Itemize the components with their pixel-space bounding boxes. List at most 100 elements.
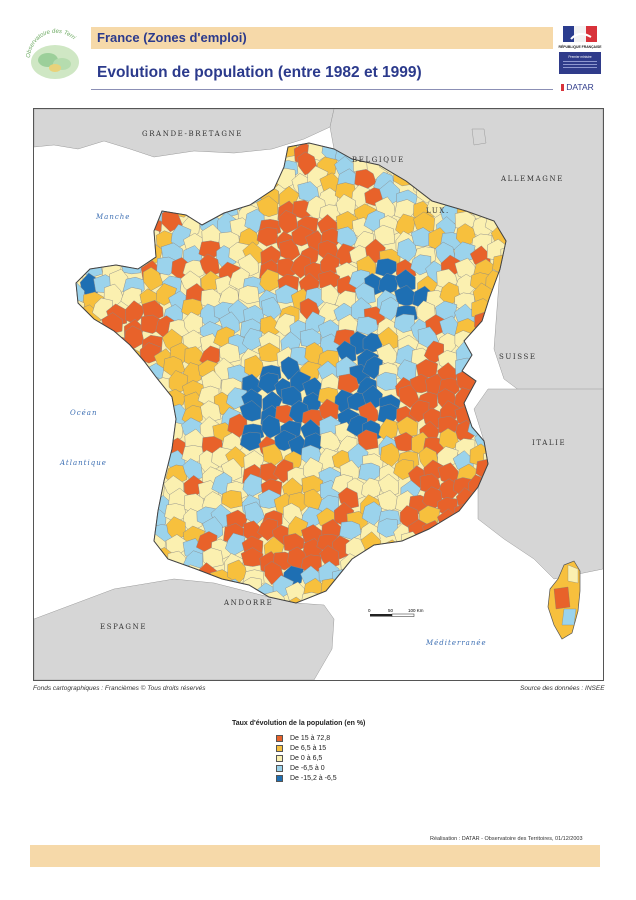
employment-zone <box>437 591 459 603</box>
employment-zone <box>450 597 473 603</box>
employment-zone <box>87 488 108 513</box>
employment-zone <box>454 566 475 591</box>
legend-title: Taux d'évolution de la population (en %) <box>232 720 366 727</box>
employment-zone <box>123 372 146 394</box>
employment-zone <box>76 546 88 572</box>
employment-zone <box>392 578 416 598</box>
employment-zone <box>79 240 102 263</box>
employment-zone <box>399 384 420 409</box>
employment-zone <box>380 564 400 588</box>
observatoire-logo: Observatoire des Territoires <box>22 28 79 79</box>
employment-zone <box>244 208 265 233</box>
legend-item: De 6,5 à 15 <box>276 743 432 753</box>
employment-zone <box>83 342 105 367</box>
employment-zone <box>76 315 86 338</box>
employment-zone <box>476 575 498 599</box>
employment-zone <box>76 299 85 321</box>
scale-bar: 0 50 100 Km <box>368 608 424 617</box>
employment-zone <box>77 357 99 378</box>
employment-zone <box>138 435 160 457</box>
scale-tick-100: 100 Km <box>408 608 424 613</box>
employment-zone <box>76 496 88 517</box>
employment-zone <box>274 313 296 337</box>
employment-zone <box>153 428 175 453</box>
employment-zone <box>107 523 128 548</box>
employment-zone <box>357 429 379 451</box>
legend-item: De 15 à 72,8 <box>276 733 432 743</box>
employment-zone <box>170 172 193 193</box>
employment-zone <box>76 523 87 547</box>
employment-zone <box>239 400 262 422</box>
employment-zone <box>467 589 488 603</box>
employment-zone <box>399 563 422 583</box>
employment-zone <box>480 562 502 586</box>
employment-zone <box>85 464 105 488</box>
employment-zone <box>76 537 83 557</box>
employment-zone <box>199 175 222 195</box>
employment-zone <box>76 427 85 452</box>
employment-zone <box>465 539 488 560</box>
scale-tick-50: 50 <box>388 608 394 613</box>
legend-label: De -6,5 à 0 <box>290 765 325 773</box>
employment-zone <box>95 181 117 205</box>
employment-zone <box>393 552 416 575</box>
employment-zone <box>122 401 145 421</box>
employment-zone <box>240 547 264 567</box>
employment-zone <box>92 473 112 498</box>
label-suisse: SUISSE <box>499 353 537 361</box>
employment-zone <box>125 539 147 560</box>
employment-zone <box>139 196 162 217</box>
scale-tick-0: 0 <box>368 608 371 613</box>
employment-zone <box>437 522 460 545</box>
employment-zone <box>140 167 162 189</box>
employment-zone <box>393 313 415 333</box>
employment-zone <box>101 232 124 254</box>
employment-zone <box>108 188 132 210</box>
employment-zone <box>144 413 167 437</box>
employment-zone <box>139 406 160 431</box>
employment-zone <box>108 505 129 530</box>
employment-zone <box>85 437 107 459</box>
employment-zone <box>103 459 126 479</box>
employment-zone <box>105 430 127 454</box>
employment-zone <box>90 564 113 588</box>
footer-band <box>30 845 600 867</box>
choropleth-map: GRANDE-BRETAGNE BELGIQUE ALLEMAGNE LUX. … <box>34 109 603 680</box>
employment-zone <box>179 151 203 173</box>
title-band <box>91 27 553 49</box>
employment-zone <box>94 152 116 174</box>
employment-zone <box>376 371 398 391</box>
employment-zone <box>121 173 143 197</box>
employment-zone <box>154 401 176 423</box>
employment-zone <box>105 481 128 503</box>
neighbor-land <box>34 109 603 680</box>
employment-zone <box>407 578 429 602</box>
employment-zone <box>359 576 381 596</box>
employment-zone <box>88 508 110 531</box>
credit-source: Source des données : INSEE <box>520 685 605 692</box>
employment-zone <box>76 203 87 224</box>
employment-zone <box>200 186 222 211</box>
employment-zone <box>474 312 496 335</box>
employment-zone <box>146 560 169 583</box>
region-title: France (Zones d'emploi) <box>97 30 247 45</box>
employment-zone <box>76 390 85 412</box>
employment-zone <box>94 327 114 352</box>
map-frame: GRANDE-BRETAGNE BELGIQUE ALLEMAGNE LUX. … <box>33 108 604 681</box>
employment-zone <box>123 422 146 445</box>
employment-zone <box>156 169 177 194</box>
employment-zone <box>256 227 279 247</box>
employment-zone <box>122 246 144 267</box>
label-italie: ITALIE <box>532 439 566 447</box>
employment-zone <box>123 519 145 539</box>
legend-item: De 0 à 6,5 <box>276 753 432 763</box>
employment-zone <box>107 530 128 555</box>
employment-zone <box>244 159 267 179</box>
employment-zone <box>481 598 503 603</box>
employment-zone <box>140 188 161 208</box>
employment-zone <box>105 551 126 576</box>
employment-zone <box>378 581 399 603</box>
employment-zone <box>452 532 474 557</box>
employment-zone <box>456 552 479 571</box>
legend-label: De -15,2 à -6,5 <box>290 775 337 783</box>
